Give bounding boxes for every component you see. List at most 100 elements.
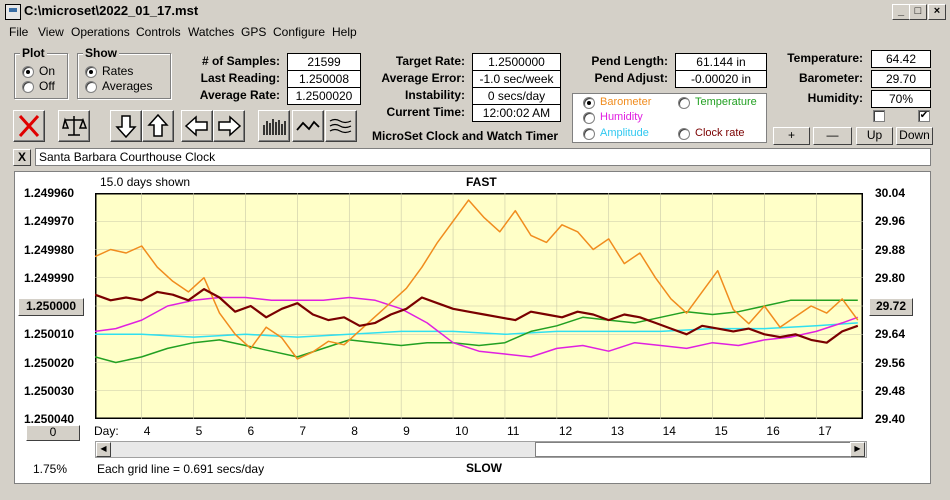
clock-rate-option-label[interactable]: Clock rate (695, 127, 745, 139)
day-tick-label: 11 (506, 424, 520, 438)
watch-name-field[interactable]: Santa Barbara Courthouse Clock (35, 148, 931, 166)
samples-label: # of Samples: (201, 54, 280, 68)
x-axis-label: Day: (94, 424, 119, 438)
menu-bar: File View Operations Controls Watches GP… (0, 22, 950, 42)
humidity-option-label[interactable]: Humidity (600, 111, 643, 123)
left-tick-label: 1.249980 (24, 242, 75, 257)
grid-note-label: Each grid line = 0.691 secs/day (97, 462, 265, 476)
day-tick-label: 13 (610, 424, 625, 438)
line-graph-button[interactable] (292, 110, 324, 142)
pend-adjust-label: Pend Adjust: (594, 71, 668, 85)
day-tick-label: 14 (662, 424, 676, 438)
up-arrow-button[interactable] (142, 110, 174, 142)
fast-label: FAST (466, 175, 497, 189)
barometer-option-label[interactable]: Barometer (600, 96, 652, 108)
amplitude-radio[interactable] (583, 128, 595, 140)
left-arrow-button[interactable] (181, 110, 213, 142)
temperature-value: 64.42 (871, 50, 931, 68)
right-tick-label: 29.88 (875, 242, 906, 257)
instability-label: Instability: (404, 88, 465, 102)
day-tick-label: 12 (558, 424, 573, 438)
menu-controls[interactable]: Controls (136, 25, 181, 39)
scroll-left-button[interactable]: ◀ (96, 442, 111, 457)
plot-on-radio[interactable] (22, 66, 34, 78)
menu-operations[interactable]: Operations (71, 25, 130, 39)
pend-length-value[interactable]: 61.144 in (675, 53, 767, 71)
current-time-value: 12:00:02 AM (472, 104, 561, 122)
show-rates-label[interactable]: Rates (102, 64, 134, 78)
day-tick-label: 10 (455, 424, 469, 438)
right-tick-label: 29.96 (875, 214, 906, 229)
show-averages-radio[interactable] (85, 81, 97, 93)
left-tick-label: 1.249990 (24, 270, 75, 285)
down-button[interactable]: Down (896, 127, 933, 145)
show-group-label: Show (83, 46, 119, 60)
barometer-radio[interactable] (583, 97, 595, 109)
grid-lines (95, 193, 863, 419)
right-tick-label: 29.40 (875, 412, 906, 426)
close-button[interactable]: × (928, 4, 946, 20)
delete-button[interactable] (13, 110, 45, 142)
slow-label: SLOW (466, 461, 502, 475)
amplitude-option-label[interactable]: Amplitude (600, 127, 649, 139)
line-graph-icon (296, 120, 320, 131)
day-tick-label: 15 (714, 424, 728, 438)
clear-watch-button[interactable]: X (13, 149, 31, 166)
scroll-right-button[interactable]: ▶ (850, 442, 865, 457)
right-checkbox[interactable]: ✔ (918, 110, 930, 122)
current-time-label: Current Time: (386, 105, 465, 119)
temperature-radio[interactable] (678, 97, 690, 109)
right-tick-label: 29.48 (875, 383, 906, 398)
humidity-radio[interactable] (583, 112, 595, 124)
window-title: C:\microset\2022_01_17.mst (24, 3, 199, 18)
left-tick-label[interactable]: 1.250000 (18, 298, 84, 316)
right-arrow-button[interactable] (213, 110, 245, 142)
day-tick-label: 17 (818, 424, 832, 438)
title-bar: C:\microset\2022_01_17.mst _ □ × (0, 0, 950, 22)
wave-graph-button[interactable] (325, 110, 357, 142)
show-averages-label[interactable]: Averages (102, 79, 153, 93)
plot-group-label: Plot (20, 46, 47, 60)
average-rate-value: 1.2500020 (287, 87, 361, 105)
last-reading-value: 1.250008 (287, 70, 361, 88)
minus-button[interactable]: — (813, 127, 852, 145)
plot-off-radio[interactable] (22, 81, 34, 93)
arrow-up-icon (147, 113, 169, 137)
left-tick-label: 1.249970 (24, 214, 75, 229)
day-tick-label: 6 (247, 424, 255, 438)
right-tick-label: 29.80 (875, 270, 906, 285)
scroll-value-button[interactable]: 0 (26, 425, 80, 441)
down-arrow-button[interactable] (110, 110, 142, 142)
clock-rate-radio[interactable] (678, 128, 690, 140)
samples-value: 21599 (287, 53, 361, 71)
barometer-value: 29.70 (871, 70, 931, 88)
plus-button[interactable]: + (773, 127, 810, 145)
balance-scale-icon (62, 116, 88, 136)
menu-watches[interactable]: Watches (188, 25, 235, 39)
right-tick-label[interactable]: 29.72 (869, 298, 913, 316)
maximize-button[interactable]: □ (909, 4, 927, 20)
scroll-thumb[interactable] (535, 442, 851, 457)
menu-file[interactable]: File (9, 25, 29, 39)
plot-off-label[interactable]: Off (39, 79, 55, 93)
minimize-button[interactable]: _ (892, 4, 910, 20)
left-tick-label: 1.250030 (24, 383, 75, 398)
temperature-option-label[interactable]: Temperature (695, 96, 757, 108)
menu-gps[interactable]: GPS (241, 25, 267, 39)
show-rates-radio[interactable] (85, 66, 97, 78)
last-reading-label: Last Reading: (200, 71, 280, 85)
rate-chart[interactable] (95, 193, 863, 419)
up-button[interactable]: Up (856, 127, 893, 145)
pend-adjust-value[interactable]: -0.00020 in (675, 70, 767, 88)
pend-length-label: Pend Length: (591, 54, 668, 68)
menu-view[interactable]: View (38, 25, 64, 39)
scale-button[interactable] (58, 110, 90, 142)
menu-configure[interactable]: Configure (273, 25, 326, 39)
target-rate-value[interactable]: 1.2500000 (472, 53, 561, 71)
plot-on-label[interactable]: On (39, 64, 56, 78)
left-checkbox[interactable] (873, 110, 885, 122)
day-tick-label: 9 (403, 424, 410, 438)
bar-graph-button[interactable] (258, 110, 290, 142)
menu-help[interactable]: Help (332, 25, 357, 39)
show-group (77, 53, 171, 99)
